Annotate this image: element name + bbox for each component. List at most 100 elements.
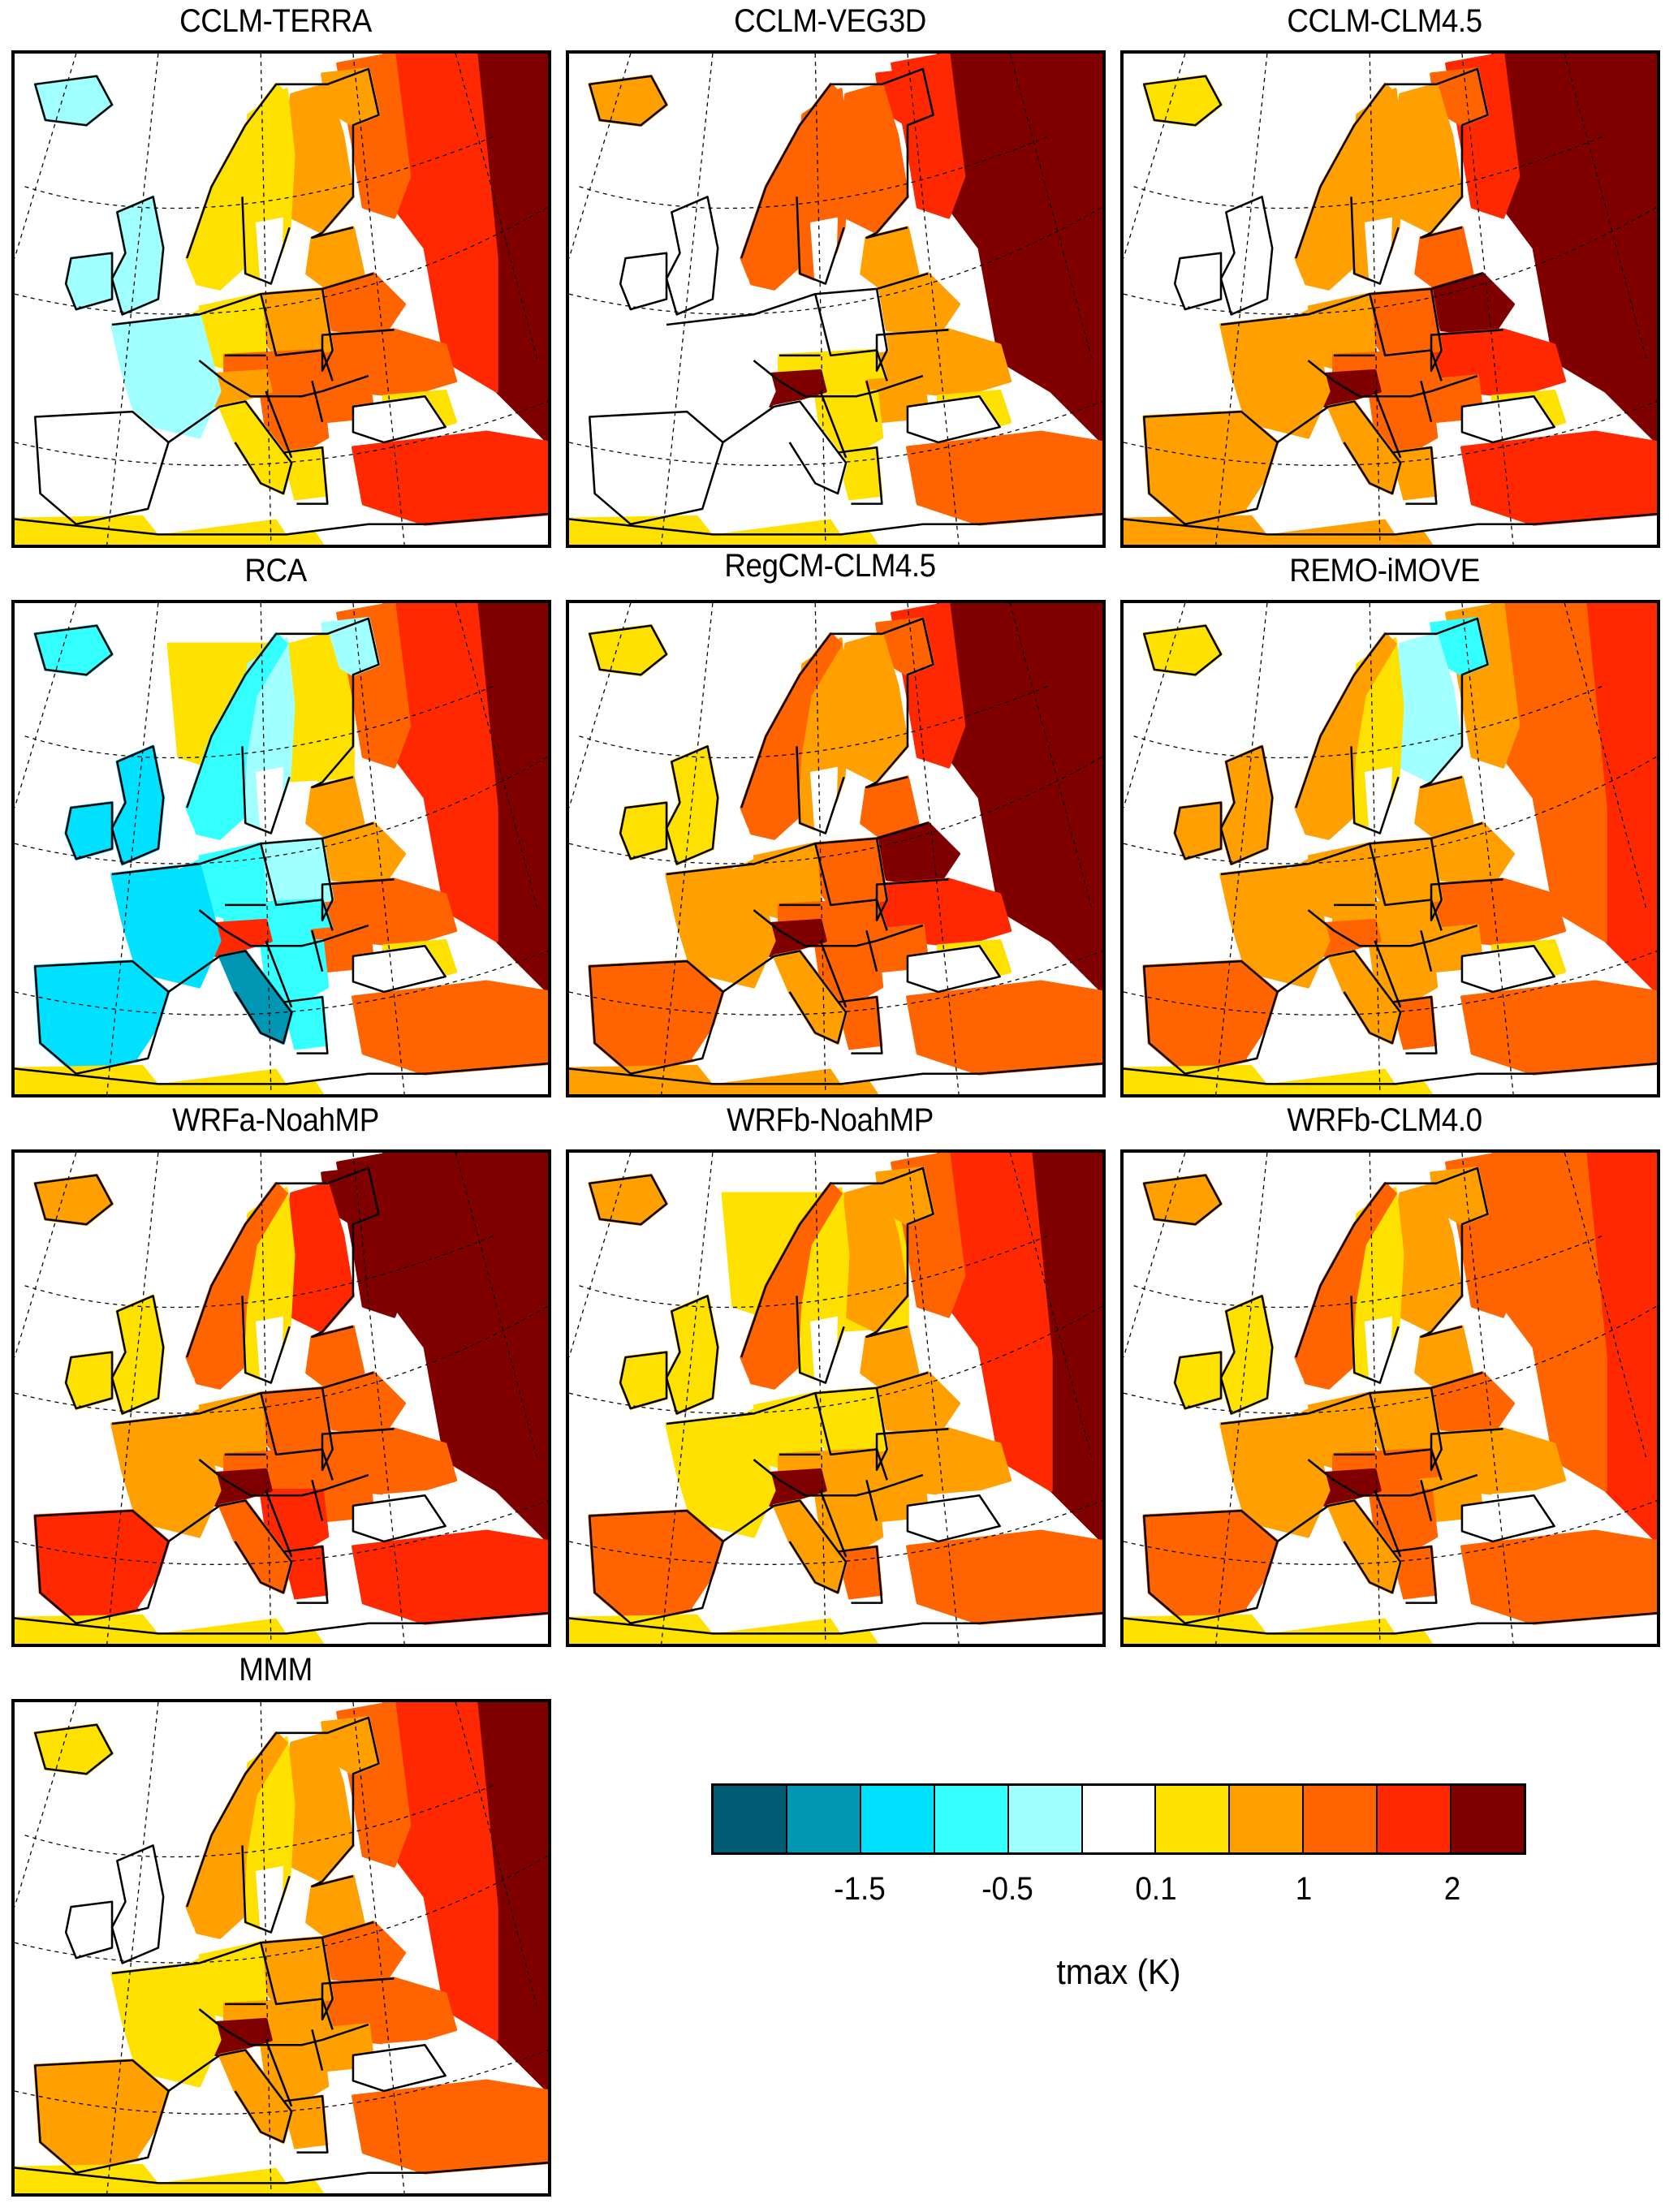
sea-area [820, 1592, 923, 1634]
coastline-border [167, 1499, 293, 1594]
coastline-border [260, 1392, 334, 1481]
sea-area [692, 991, 831, 1084]
map-canvas [1124, 54, 1657, 545]
graticule-line [1369, 603, 1381, 1094]
coastline-border [875, 288, 949, 372]
sea-area [1461, 946, 1555, 992]
coastline-border [111, 1371, 374, 1425]
colorbar-class-10 [1452, 1786, 1524, 1852]
panel-title: RCA [244, 553, 307, 589]
sea-area [137, 991, 277, 1084]
coastline-border [15, 512, 548, 536]
map-panel: CCLM-TERRA [0, 0, 551, 552]
coastline-border [589, 1174, 668, 1226]
panel-title: WRFa-NoahMP [172, 1102, 379, 1138]
sea-area [692, 1541, 831, 1634]
coastline-border [34, 1509, 170, 1625]
region-turkey [352, 1529, 548, 1625]
graticule-line [907, 603, 960, 1094]
coastline-border [589, 959, 724, 1076]
region-balkans [1368, 1489, 1439, 1559]
panel-title: CCLM-TERRA [179, 3, 372, 39]
graticule-line [569, 1153, 632, 1358]
coastline-border [260, 1942, 334, 2030]
region-turkey [1460, 980, 1657, 1076]
coastline-border [1307, 909, 1478, 947]
coastline-border [34, 1723, 114, 1775]
map-frame [11, 600, 551, 1097]
graticule-line [15, 1499, 548, 1565]
region-russia-e [382, 603, 498, 942]
region-turkey [906, 1529, 1102, 1625]
graticule-line [24, 1234, 498, 1309]
graticule-line [24, 684, 498, 759]
map-canvas [569, 603, 1102, 1094]
map-canvas [15, 54, 548, 545]
graticule-line [814, 54, 826, 545]
coastline-border [110, 1295, 165, 1415]
sea-area [907, 396, 1000, 442]
graticule-line [15, 1702, 77, 1908]
region-balkans [813, 939, 884, 1009]
sea-area [1374, 493, 1477, 535]
graticule-line [15, 2049, 548, 2115]
graticule-line [260, 1702, 272, 2193]
map-panel: CCLM-CLM4.5 [1109, 0, 1660, 552]
map-frame [1120, 50, 1660, 548]
graticule-line [106, 1153, 159, 1644]
graticule-line [106, 1702, 159, 2193]
coastline-border [837, 996, 883, 1054]
sea-area [255, 766, 284, 841]
region-russia-e [382, 1153, 498, 1492]
coastline-border [241, 196, 291, 285]
colorbar [711, 1783, 1526, 1855]
coastline-border [1276, 950, 1402, 1045]
coastline-border [753, 1459, 924, 1497]
graticule-line [661, 54, 714, 545]
graticule-line [106, 603, 159, 1094]
sea-area [255, 217, 284, 291]
coastline-border [167, 400, 293, 495]
colorbar-label: tmax (K) [1056, 1952, 1181, 1992]
sea-area [255, 1316, 284, 1391]
region-balkans [259, 1489, 330, 1559]
coastline-border [64, 801, 114, 860]
region-russia-e [382, 54, 498, 393]
graticule-line [569, 603, 632, 808]
region-russia-e [1490, 603, 1607, 942]
coastline-border [283, 996, 329, 1054]
map-canvas [15, 1702, 548, 2193]
coastline-border [722, 950, 848, 1045]
coastline-border [111, 821, 374, 876]
map-frame [1120, 1149, 1660, 1647]
coastline-border [1420, 1480, 1433, 1522]
graticule-line [569, 1305, 1102, 1414]
sea-area [907, 1495, 1000, 1542]
coastline-border [814, 843, 888, 931]
graticule-line [1215, 603, 1268, 1094]
graticule-line [569, 206, 1102, 315]
sea-area [265, 1042, 369, 1084]
coastline-border [753, 360, 924, 398]
coastline-border [796, 1296, 845, 1384]
coastline-border [265, 2039, 293, 2107]
graticule-line [15, 756, 548, 865]
sea-area [1246, 442, 1386, 535]
coastline-border [1460, 1494, 1555, 1543]
colorbar-class-4 [1008, 1786, 1083, 1852]
map-panel: CCLM-VEG3D [554, 0, 1106, 552]
region-russia-e [936, 1153, 1053, 1492]
colorbar-tick-label: 1 [1295, 1871, 1313, 1907]
sea-area [1374, 1592, 1477, 1634]
sea-area [265, 493, 369, 535]
graticule-line [1124, 950, 1657, 1015]
coastline-border [34, 2059, 170, 2175]
coastline-border [796, 746, 845, 834]
graticule-line [569, 54, 632, 259]
region-balkans [813, 390, 884, 459]
region-turkey [906, 430, 1102, 526]
sea-area [820, 493, 923, 535]
coastline-border [665, 1295, 719, 1415]
coastline-border [906, 395, 1001, 444]
coastline-border [619, 801, 668, 860]
